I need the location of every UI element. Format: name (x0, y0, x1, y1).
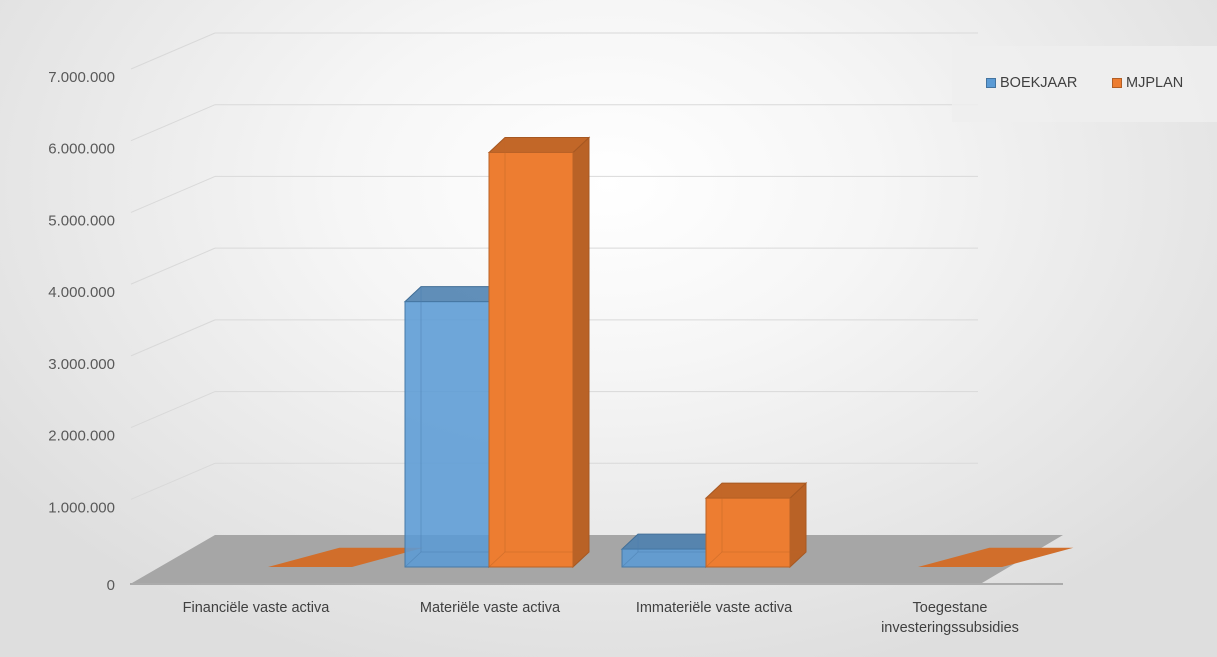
bar-face-front (488, 151, 574, 568)
chart-legend: BOEKJAAR MJPLAN (952, 46, 1217, 122)
legend-item-mjplan: MJPLAN (1112, 75, 1183, 91)
gridline-side (130, 247, 216, 285)
category-labels: Financiële vaste activa Materiële vaste a… (183, 600, 1019, 636)
y-tick-label: 6.000.000 (48, 141, 115, 158)
y-tick-label: 3.000.000 (48, 356, 115, 373)
bar-mjplan-0 (268, 547, 424, 567)
x-category-label: Materiële vaste activa (420, 600, 561, 616)
x-category-label: Financiële vaste activa (183, 600, 331, 616)
bar-face-front (705, 497, 791, 568)
bar-face-top (704, 482, 808, 499)
x-category-label: investeringssubsidies (881, 620, 1019, 636)
y-tick-label: 4.000.000 (48, 284, 115, 301)
gridline-side (130, 32, 216, 70)
gridline-side (130, 462, 216, 500)
bar-face-top (487, 136, 591, 153)
y-tick-label: 2.000.000 (48, 428, 115, 445)
gridline-side (130, 319, 216, 357)
gridlines (130, 32, 978, 500)
x-category-label: Immateriële vaste activa (636, 600, 793, 616)
bar-mjplan-2 (704, 482, 808, 569)
legend-label-mjplan: MJPLAN (1126, 75, 1184, 91)
legend-swatch-boekjaar (986, 78, 996, 88)
bar-mjplan-3 (918, 547, 1074, 567)
bar-mjplan-1 (487, 136, 591, 569)
legend-label-boekjaar: BOEKJAAR (1000, 75, 1078, 91)
y-tick-label: 5.000.000 (48, 212, 115, 229)
gridline-side (130, 391, 216, 429)
bar-face-top (268, 547, 424, 567)
y-tick-labels: 0 1.000.000 2.000.000 3.000.000 4.000.000 5.0… (48, 69, 115, 594)
gridline-side (130, 104, 216, 142)
bar-face-side (572, 136, 590, 569)
y-tick-label: 1.000.000 (48, 499, 115, 516)
bar-face-front (404, 301, 490, 568)
bars (268, 136, 1074, 569)
gridline-side (130, 175, 216, 213)
y-tick-label: 7.000.000 (48, 69, 115, 86)
legend-item-boekjaar: BOEKJAAR (986, 75, 1077, 91)
bar-face-top (918, 547, 1074, 567)
x-category-label: Toegestane (913, 600, 988, 616)
y-tick-label: 0 (107, 577, 115, 594)
chart-floor (132, 535, 1063, 583)
legend-swatch-mjplan (1112, 78, 1122, 88)
